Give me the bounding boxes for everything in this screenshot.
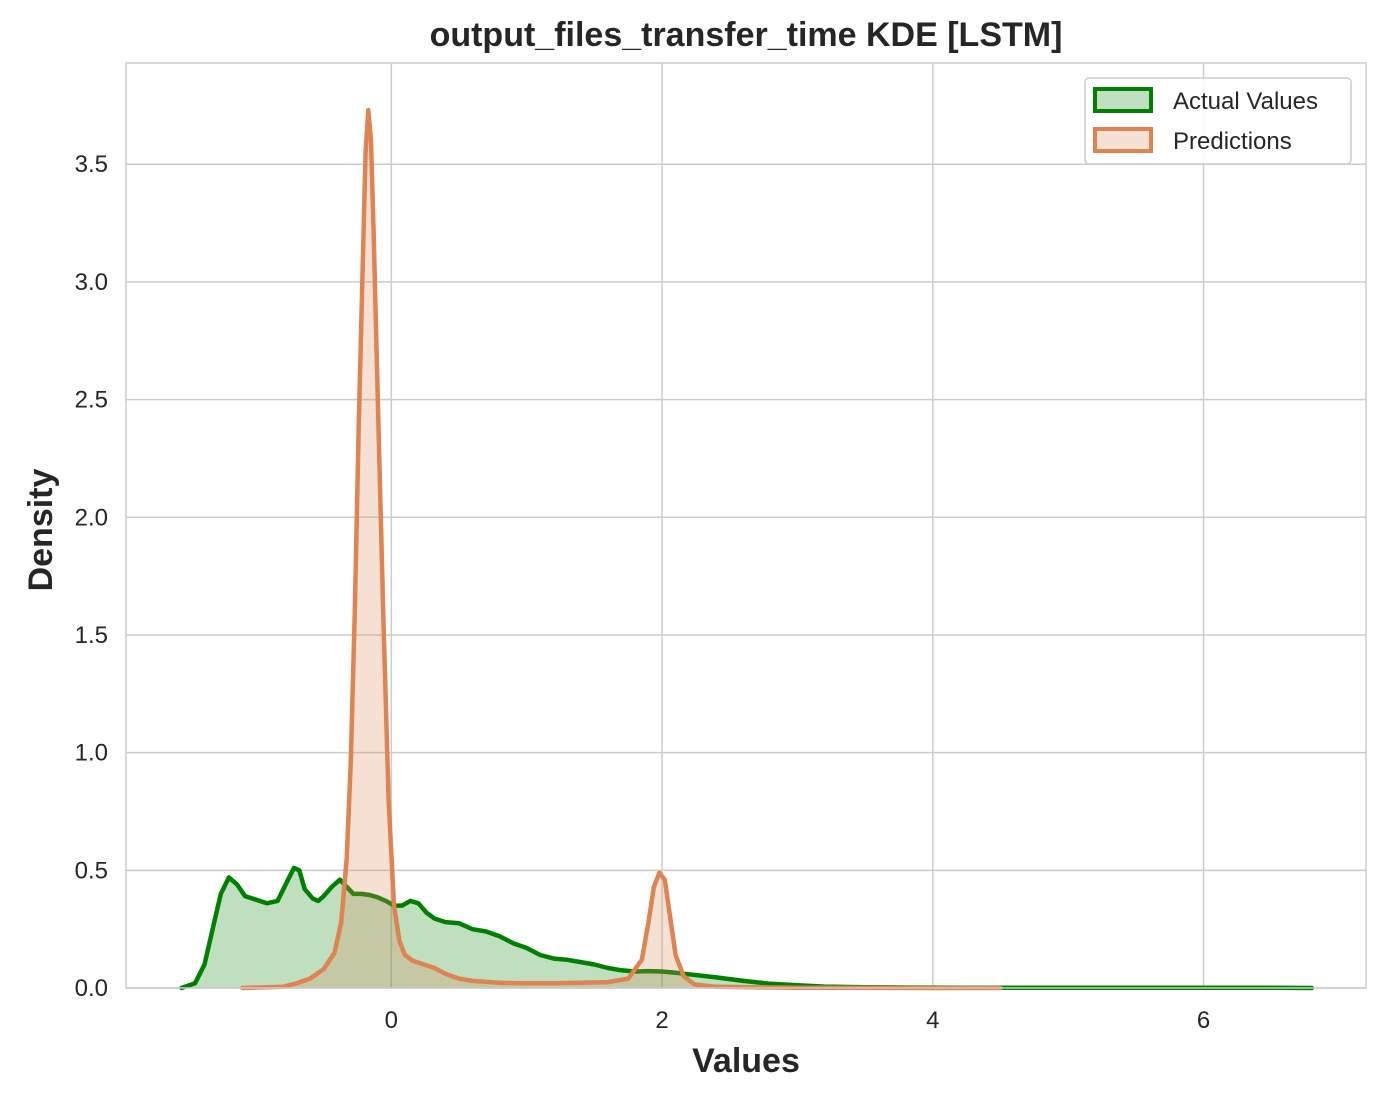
- kde-line-actual-values: [179, 865, 1315, 991]
- y-tick-label: 3.5: [75, 151, 108, 178]
- y-tick-label: 0.5: [75, 857, 108, 884]
- x-tick-label: 4: [926, 1007, 939, 1034]
- y-tick-label: 1.0: [75, 740, 108, 767]
- y-tick-label: 2.0: [75, 504, 108, 531]
- kde-area-actual-values: [181, 868, 1312, 988]
- y-tick-label: 3.0: [75, 269, 108, 296]
- y-tick-label: 2.5: [75, 387, 108, 414]
- legend-swatch-predictions: [1093, 127, 1153, 153]
- legend-swatch-actual-values: [1093, 87, 1153, 113]
- y-axis-label: Density: [22, 469, 60, 592]
- x-ticks: 0 2 4 6: [385, 1007, 1211, 1034]
- legend-label-actual-values: Actual Values: [1173, 88, 1318, 115]
- legend: Actual Values Predictions: [1084, 77, 1352, 165]
- series-layer: [179, 107, 1315, 991]
- y-tick-label: 1.5: [75, 622, 108, 649]
- x-tick-label: 0: [385, 1007, 398, 1034]
- kde-line-predictions: [240, 107, 1003, 991]
- y-tick-label: 0.0: [75, 975, 108, 1002]
- y-ticks: 0.0 0.5 1.0 1.5 2.0 2.5 3.0 3.5: [75, 151, 108, 1002]
- legend-label-predictions: Predictions: [1173, 128, 1292, 155]
- x-tick-label: 2: [655, 1007, 668, 1034]
- plot-frame: [125, 62, 1367, 989]
- chart-title: output_files_transfer_time KDE [LSTM]: [430, 16, 1063, 54]
- x-axis-label: Values: [692, 1042, 800, 1080]
- x-tick-label: 6: [1197, 1007, 1210, 1034]
